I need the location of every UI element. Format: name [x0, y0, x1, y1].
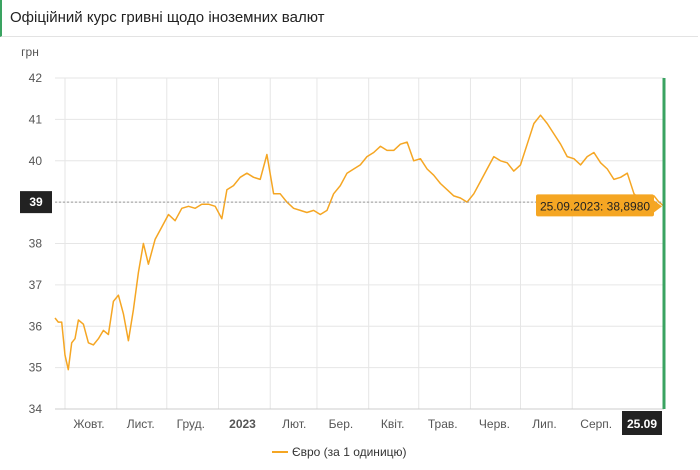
- x-tick-label: Лист.: [127, 417, 155, 431]
- x-axis: Жовт. Лист. Груд. 2023 Лют. Бер. Квіт. Трав. Чер…: [55, 408, 664, 431]
- tooltip-pointer: [654, 200, 662, 213]
- y-tick-label: 38: [29, 237, 43, 251]
- x-tick-label: Жовт.: [73, 417, 104, 431]
- x-tick-label: Лип.: [532, 417, 556, 431]
- x-tick-label: Бер.: [329, 417, 354, 431]
- y-tick-label: 35: [29, 361, 43, 375]
- x-tick-label: Трав.: [428, 417, 458, 431]
- x-tick-label: Серп.: [580, 417, 612, 431]
- exchange-rate-chart[interactable]: грн 34 35 36 37 38 39 40 41 42 Жовт. Лист. Груд. 20…: [0, 38, 700, 465]
- y-tick-label: 40: [29, 154, 43, 168]
- y-axis: грн 34 35 36 37 38 39 40 41 42: [21, 45, 42, 416]
- crosshair-y-label-bg: [20, 191, 52, 214]
- x-tick-label: Квіт.: [381, 417, 405, 431]
- crosshair-x-label: 25.09: [627, 417, 657, 431]
- crosshair-y-label: 39: [29, 195, 43, 209]
- y-tick-label: 41: [29, 112, 43, 126]
- legend-item-euro[interactable]: Євро (за 1 одиницю): [292, 445, 407, 459]
- y-tick-label: 42: [29, 71, 43, 85]
- x-tick-label: 2023: [229, 417, 256, 431]
- y-axis-unit-label: грн: [21, 45, 39, 59]
- legend[interactable]: Євро (за 1 одиницю): [272, 445, 407, 459]
- tooltip-text: 25.09.2023: 38,8980: [540, 199, 650, 213]
- series-layer: [54, 114, 665, 371]
- x-tick-label: Лют.: [282, 417, 306, 431]
- page-header: Офіційний курс гривні щодо іноземних вал…: [0, 0, 698, 37]
- crosshair-x-label-bg: [622, 411, 662, 435]
- y-tick-label: 34: [29, 402, 43, 416]
- series-line-euro: [54, 114, 665, 371]
- y-tick-label: 36: [29, 319, 43, 333]
- crosshair: 39 25.09 25.09.2023: 38,8980: [20, 78, 666, 435]
- y-tick-label: 37: [29, 278, 43, 292]
- chart-area[interactable]: грн 34 35 36 37 38 39 40 41 42 Жовт. Лист. Груд. 20…: [0, 38, 700, 465]
- x-tick-label: Груд.: [177, 417, 205, 431]
- page-title: Офіційний курс гривні щодо іноземних вал…: [10, 9, 325, 26]
- tooltip-box: [536, 194, 654, 217]
- x-tick-label: Черв.: [479, 417, 510, 431]
- grid: [55, 77, 664, 410]
